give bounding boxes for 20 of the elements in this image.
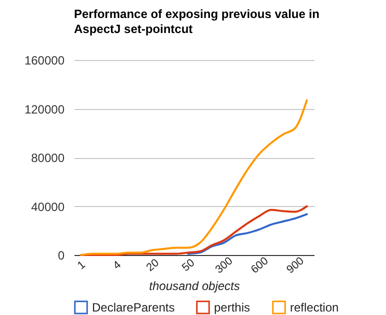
x-axis-title: thousand objects [149,279,240,294]
y-tick-label: 0 [58,248,65,262]
x-tick-label: 600 [248,255,271,276]
x-tick-label: 900 [284,255,306,276]
x-tick-label: 4 [111,258,124,272]
y-tick-label: 80000 [31,151,65,165]
x-tick-label: 20 [144,256,162,274]
legend-label: reflection [290,300,339,314]
line-series [80,99,308,256]
x-tick-label: 1 [75,258,88,272]
y-tick-label: 40000 [31,200,65,214]
chart-title: Performance of exposing previous value in AspectJ set-pointcut [74,7,320,36]
line-series [80,205,308,256]
legend-label: DeclareParents [92,300,175,314]
legend-label: perthis [214,300,250,314]
y-tick-label: 160000 [24,54,65,68]
x-tick-label: 300 [213,255,236,276]
y-tick-label: 120000 [24,102,65,116]
x-tick-label: 50 [180,256,198,274]
line-series [187,213,308,255]
